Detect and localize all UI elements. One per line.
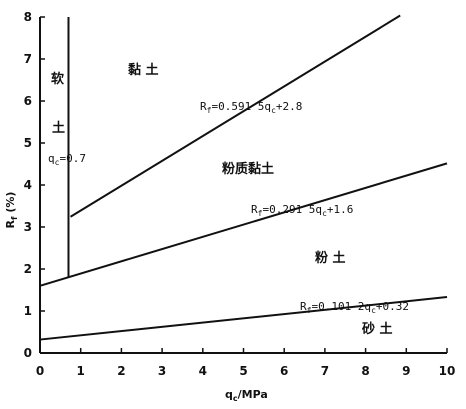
series-line-3 [39, 296, 448, 341]
x-tick-label: 7 [321, 364, 329, 378]
y-tick-label: 1 [24, 304, 32, 318]
x-tick-label: 3 [158, 364, 166, 378]
y-tick-label: 4 [24, 178, 32, 192]
x-tick-label: 10 [439, 364, 456, 378]
y-tick-label: 3 [24, 220, 32, 234]
y-tick-label: 6 [24, 94, 32, 108]
series-line-2 [39, 162, 448, 287]
region-label-sand: 砂 土 [361, 321, 393, 337]
equation-label-2: Rf=0.291 5qc+1.6 [251, 203, 353, 218]
y-tick-label: 0 [24, 346, 32, 360]
vertical-line-label: qc=0.7 [48, 152, 86, 167]
x-tick-label: 9 [402, 364, 410, 378]
x-tick-label: 6 [280, 364, 288, 378]
series-line-1 [70, 14, 401, 218]
region-label-clay: 黏 土 [128, 62, 159, 78]
x-tick-label: 5 [239, 364, 247, 378]
y-tick-label: 5 [24, 136, 32, 150]
region-label-soft-soil: 土 [52, 120, 65, 136]
x-ticks: 0 1 2 3 4 5 6 7 8 9 10 [36, 348, 456, 378]
x-tick-label: 4 [199, 364, 207, 378]
equation-label-1: Rf=0.591 5qc+2.8 [200, 100, 302, 115]
x-tick-label: 8 [361, 364, 369, 378]
x-axis-title: qc/MPa [225, 388, 268, 403]
y-tick-label: 7 [24, 52, 32, 66]
y-tick-label: 8 [24, 10, 32, 24]
x-tick-label: 1 [77, 364, 85, 378]
equation-label-3: Rf=0.101 2qc+0.32 [300, 300, 409, 315]
x-tick-label: 2 [117, 364, 125, 378]
x-tick-label: 0 [36, 364, 44, 378]
y-axis-title: Rf (%) [4, 192, 19, 229]
series-lines [39, 14, 448, 341]
region-label-silty-clay: 粉质黏土 [222, 161, 274, 177]
region-label-silt: 粉 土 [315, 250, 346, 266]
y-ticks: 0 1 2 3 4 5 6 7 8 [24, 10, 45, 360]
region-label-soft: 软 [51, 71, 64, 87]
y-tick-label: 2 [24, 262, 32, 276]
